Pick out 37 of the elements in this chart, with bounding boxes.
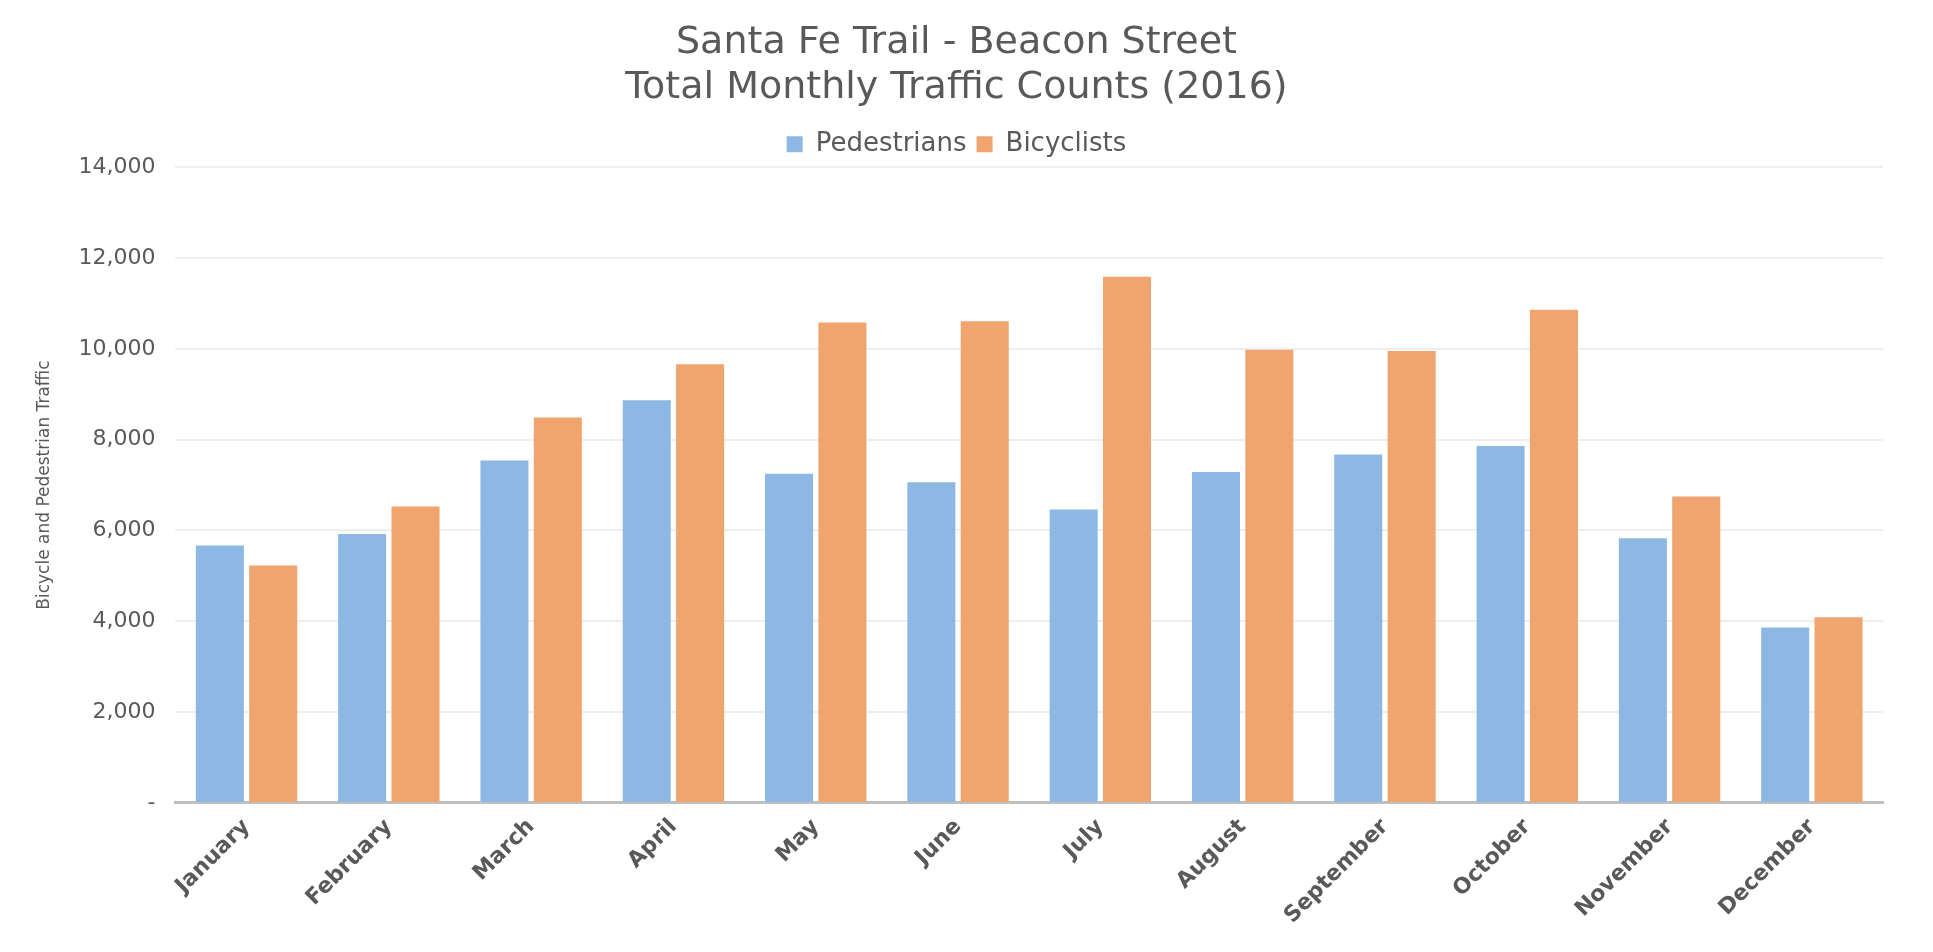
bar	[195, 545, 244, 802]
bar	[1191, 471, 1240, 802]
legend-label: Bicyclists	[1005, 126, 1127, 157]
bar	[1334, 454, 1383, 802]
bar	[1529, 309, 1578, 802]
chart-title: Santa Fe Trail - Beacon Street	[675, 17, 1238, 62]
y-tick-label: 10,000	[78, 334, 156, 360]
bar	[907, 482, 956, 802]
bar	[480, 460, 529, 802]
bar	[1618, 538, 1667, 802]
bar	[338, 534, 387, 802]
y-tick-label: 6,000	[92, 516, 156, 542]
bar	[765, 473, 814, 802]
y-axis-title: Bicycle and Pedestrian Traffic	[32, 360, 53, 610]
bar	[1814, 617, 1863, 802]
bar	[622, 400, 671, 802]
y-tick-label: -	[147, 788, 156, 814]
chart-subtitle: Total Monthly Traffic Counts (2016)	[624, 63, 1288, 108]
bar	[818, 322, 867, 802]
y-tick-label: 14,000	[78, 152, 156, 178]
legend-label: Pedestrians	[815, 126, 967, 157]
y-tick-label: 8,000	[92, 425, 156, 451]
bar	[1672, 496, 1721, 802]
bar	[249, 565, 298, 802]
bar	[391, 506, 440, 802]
bar	[1245, 349, 1294, 802]
bar	[1387, 351, 1436, 802]
bar	[676, 364, 725, 802]
y-tick-label: 12,000	[78, 243, 156, 269]
bar	[1761, 627, 1810, 802]
bar	[1049, 509, 1098, 802]
bar	[1103, 276, 1152, 802]
y-tick-label: 2,000	[92, 697, 156, 723]
bar	[960, 321, 1009, 802]
y-tick-label: 4,000	[92, 606, 156, 632]
bar	[1476, 445, 1525, 802]
bar	[533, 417, 582, 802]
